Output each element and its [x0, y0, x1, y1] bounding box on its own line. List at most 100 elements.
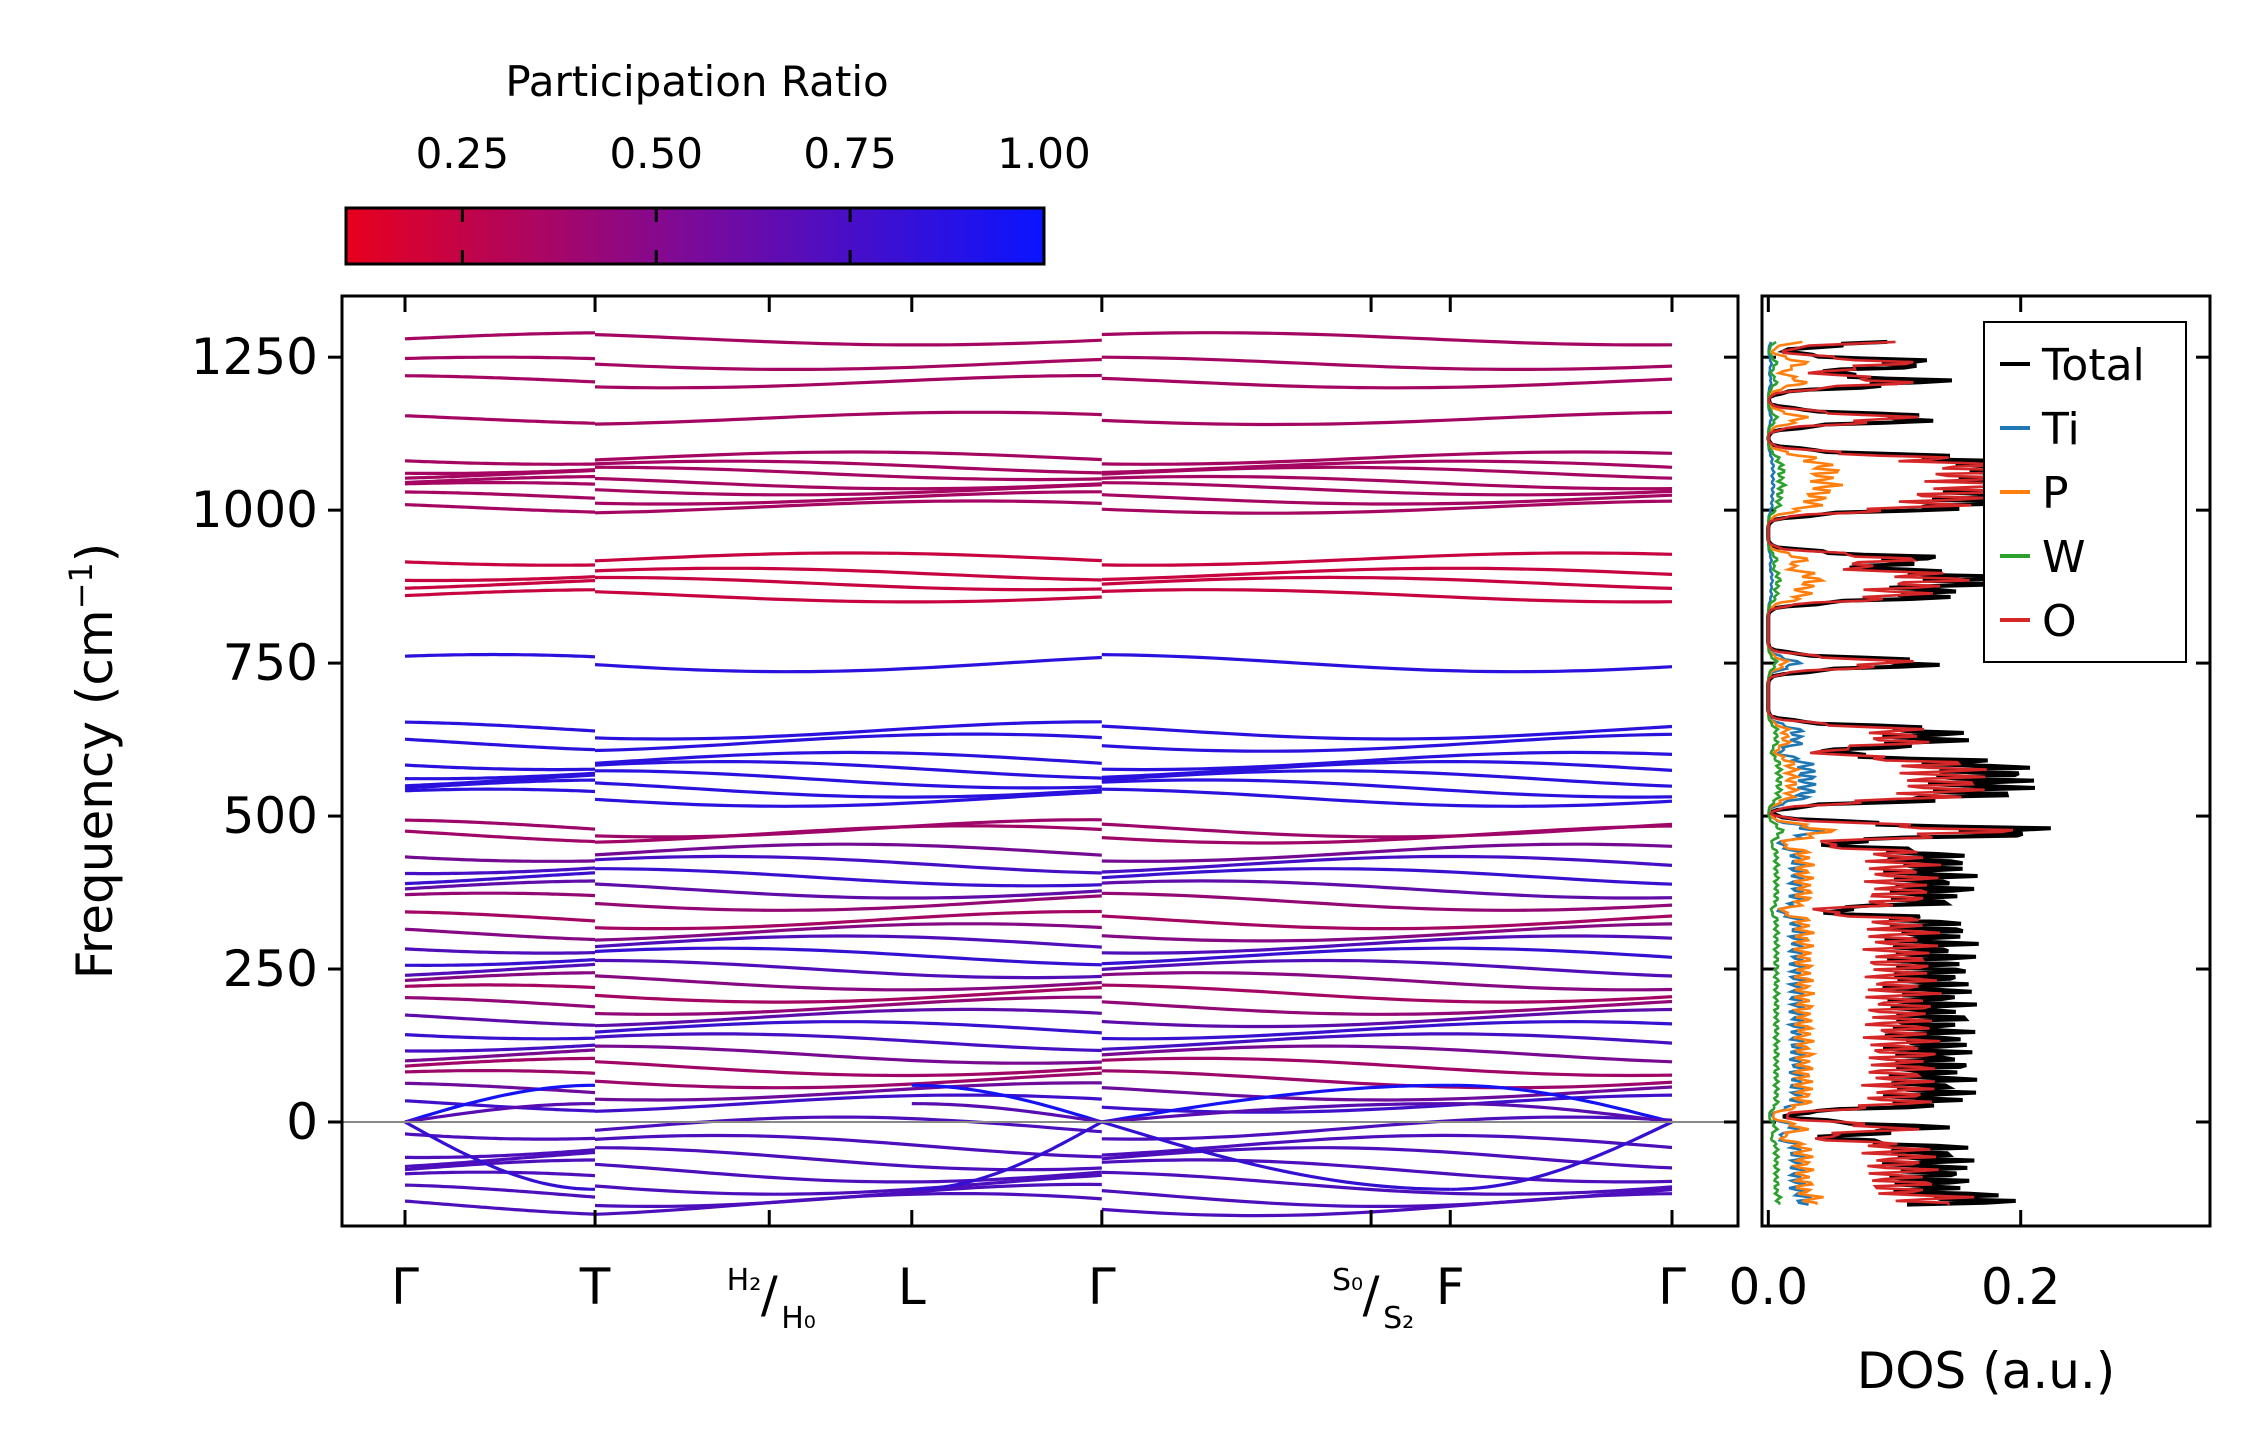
- band-line: [1101, 1115, 1673, 1141]
- band-line: [1101, 934, 1673, 955]
- band-line: [594, 1060, 1102, 1078]
- band-line: [404, 459, 596, 466]
- band-line: [594, 1192, 1102, 1216]
- kpoint-label-sup: S₀: [1332, 1263, 1363, 1298]
- colorbar-gradient: [344, 206, 1046, 266]
- band-line: [1101, 465, 1673, 480]
- ytick-label: 1000: [191, 481, 318, 539]
- band-line: [404, 983, 596, 990]
- ylabel-close: ): [66, 543, 124, 563]
- band-line: [404, 1056, 595, 1068]
- band-line: [404, 1069, 596, 1075]
- band-line: [1101, 854, 1673, 874]
- band-line: [1101, 1192, 1673, 1218]
- band-line: [1101, 331, 1673, 347]
- kpoint-label-sub: H₀: [781, 1301, 816, 1336]
- band-line: [405, 575, 596, 583]
- band-line: [594, 1081, 1102, 1102]
- band-line: [594, 934, 1102, 949]
- acoustic-band-line: [911, 1102, 1103, 1124]
- band-line: [404, 871, 596, 886]
- acoustic-band-line: [1450, 1102, 1673, 1124]
- band-line: [1101, 410, 1673, 427]
- band-line: [405, 490, 596, 500]
- band-line: [1101, 724, 1673, 741]
- band-line: [404, 927, 596, 942]
- band-line: [1101, 566, 1673, 582]
- band-line: [594, 781, 1102, 799]
- band-line: [594, 732, 1102, 753]
- band-line: [1101, 958, 1673, 978]
- ytick-label: 750: [223, 634, 318, 692]
- colorbar-tick-label: 0.50: [609, 129, 703, 178]
- acoustic-band-line: [404, 1120, 596, 1191]
- band-line: [594, 854, 1102, 875]
- band-line: [404, 910, 596, 923]
- band-line: [404, 588, 595, 598]
- band-line: [1101, 879, 1673, 900]
- band-line: [404, 763, 596, 772]
- band-line: [404, 355, 596, 361]
- acoustic-band-line: [1101, 1120, 1451, 1191]
- acoustic-band-line: [404, 1102, 596, 1124]
- band-line: [1101, 787, 1673, 808]
- kpoint-label-sup: H₂: [727, 1263, 762, 1298]
- band-line: [1101, 1158, 1673, 1184]
- band-line: [404, 331, 596, 341]
- band-line: [1101, 1056, 1673, 1078]
- band-line: [1101, 653, 1673, 674]
- colorbar-tick-label: 1.00: [997, 129, 1091, 178]
- band-line: [595, 465, 1102, 482]
- kpoint-label-slash: /: [761, 1266, 778, 1324]
- band-line: [404, 1158, 595, 1172]
- band-line: [404, 374, 596, 384]
- dos-axes-frame: [1760, 294, 2212, 1228]
- band-line: [404, 503, 596, 514]
- colorbar-tick-label: 0.25: [416, 129, 510, 178]
- band-line: [594, 894, 1102, 912]
- band-line: [404, 771, 596, 781]
- band-line: [1101, 1044, 1673, 1064]
- kpoint-label: S₀ / S₂: [1332, 1263, 1414, 1336]
- ytick-label: 500: [223, 787, 318, 845]
- band-line: [404, 468, 596, 480]
- band-line: [594, 499, 1102, 515]
- band-axes-frame: [340, 294, 1740, 1228]
- band-line: [594, 450, 1102, 462]
- band-line: [404, 560, 595, 567]
- acoustic-band-line: [1450, 1083, 1673, 1124]
- band-line: [594, 946, 1102, 967]
- band-line: [594, 333, 1102, 347]
- band-line: [404, 481, 596, 486]
- band-line: [1101, 1085, 1673, 1102]
- band-line: [594, 410, 1102, 426]
- ylabel-main: Frequency (cm: [66, 609, 124, 979]
- band-line: [1101, 493, 1673, 506]
- band-line: [1101, 842, 1673, 863]
- band-line: [594, 1146, 1102, 1172]
- band-line: [404, 1170, 596, 1178]
- band-line: [1101, 1007, 1673, 1029]
- band-line: [404, 737, 596, 752]
- legend-items: Total Ti PWO: [2000, 340, 2145, 647]
- band-line: [405, 1148, 596, 1160]
- band-line: [404, 1132, 596, 1141]
- kpoint-label: L: [898, 1258, 926, 1316]
- acoustic-band-line: [911, 1083, 1103, 1124]
- band-line: [594, 590, 1102, 604]
- band-line: [594, 986, 1102, 1004]
- band-line: [594, 483, 1102, 497]
- band-line: [404, 818, 596, 831]
- colorbar: Participation Ratio 0.25 0.50 0.75 1.00: [344, 57, 1091, 266]
- kpoint-label: T: [579, 1258, 611, 1316]
- k-path-axis: Γ T H₂ / H₀L Γ S₀ / S₂F Γ: [391, 296, 1686, 1336]
- acoustic-band-line: [404, 1083, 595, 1124]
- acoustic-band-line: [1101, 1083, 1451, 1124]
- band-line: [404, 475, 595, 485]
- ylabel-sup: −1: [62, 562, 100, 609]
- band-line: [1101, 999, 1673, 1016]
- band-lines: [404, 331, 1673, 1218]
- dos-axis-label: DOS (a.u.): [1857, 1342, 2116, 1400]
- band-line: [1101, 376, 1673, 390]
